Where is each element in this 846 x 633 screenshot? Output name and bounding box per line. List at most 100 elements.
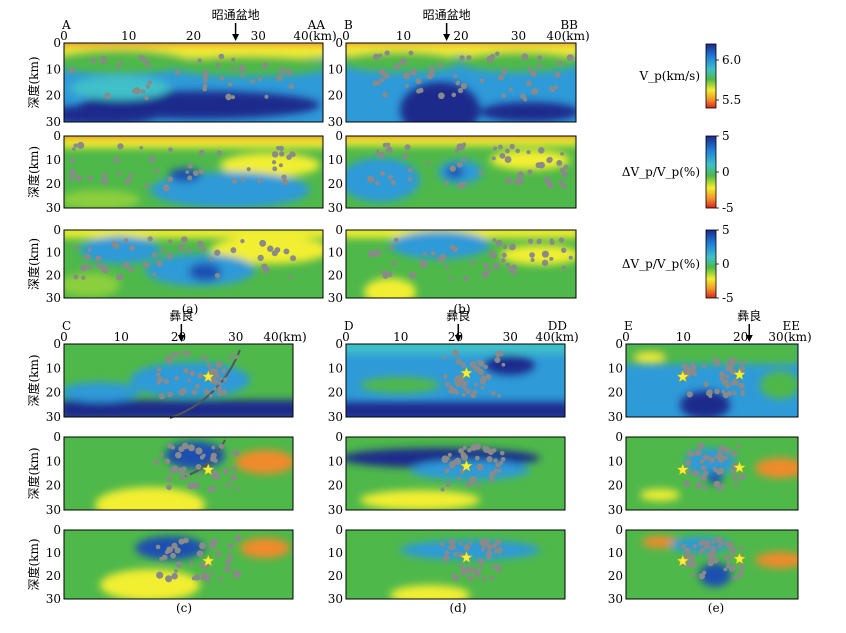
earthquake-dot	[491, 156, 496, 161]
depth-tick-label: 0	[335, 129, 343, 143]
earthquake-dot	[440, 541, 445, 547]
earthquake-dot	[501, 252, 507, 258]
x-tick-label-a: 20	[186, 29, 201, 43]
x-tick-label-e: 10	[676, 330, 691, 344]
earthquake-dot	[233, 574, 238, 579]
earthquake-dot	[453, 459, 457, 464]
earthquake-dot	[726, 560, 731, 565]
depth-tick-label: 20	[328, 268, 343, 282]
earthquake-dot	[438, 92, 445, 100]
earthquake-dot	[733, 575, 738, 581]
earthquake-dot	[183, 537, 189, 544]
earthquake-dot	[498, 468, 502, 473]
earthquake-dot	[537, 55, 543, 61]
profile-start-label-c: C	[62, 319, 71, 333]
x-tick-label-d: 0	[342, 330, 350, 344]
earthquake-dot	[166, 476, 172, 482]
x-tick-label-a: 10	[121, 29, 136, 43]
profile-end-label-b: BB	[560, 18, 578, 32]
earthquake-dot	[681, 543, 687, 549]
earthquake-dot	[231, 178, 237, 184]
earthquake-dot	[457, 87, 464, 94]
earthquake-dot	[185, 248, 191, 254]
earthquake-dot	[207, 486, 214, 493]
x-tick-label-e: 30(km)	[768, 330, 811, 344]
colorbar-label-1: V_p(km/s)	[638, 69, 700, 83]
earthquake-dot	[469, 480, 475, 486]
earthquake-dot	[171, 470, 176, 475]
earthquake-dot	[222, 468, 230, 475]
earthquake-dot	[95, 255, 102, 262]
x-tick-label-d: 20	[448, 330, 463, 344]
earthquake-dot	[139, 145, 144, 150]
earthquake-dot	[167, 391, 173, 398]
earthquake-dot	[448, 276, 453, 281]
earthquake-dot	[493, 146, 498, 151]
earthquake-dot	[472, 566, 478, 573]
x-tick-label-c: 30	[228, 330, 243, 344]
earthquake-dot	[457, 182, 465, 190]
earthquake-dot	[218, 53, 225, 60]
depth-tick-label: 20	[328, 479, 343, 493]
depth-tick-label: 0	[335, 337, 343, 351]
earthquake-dot	[717, 486, 723, 492]
earthquake-dot	[390, 180, 396, 186]
earthquake-dot	[462, 380, 468, 387]
earthquake-dot	[698, 573, 706, 580]
earthquake-dot	[74, 245, 79, 250]
earthquake-dot	[454, 148, 460, 153]
earthquake-dot	[122, 261, 130, 269]
earthquake-dot	[191, 576, 196, 581]
earthquake-dot	[497, 393, 501, 398]
earthquake-dot	[422, 251, 427, 256]
earthquake-dot	[102, 172, 108, 178]
earthquake-dot	[195, 464, 202, 470]
earthquake-dot	[705, 540, 711, 547]
earthquake-dot	[444, 264, 449, 269]
earthquake-dot	[729, 547, 737, 555]
epicenter-star	[733, 552, 746, 565]
earthquake-dot	[486, 55, 494, 63]
earthquake-dot	[231, 95, 236, 100]
earthquake-dot	[691, 572, 696, 577]
earthquake-dot	[722, 392, 729, 399]
earthquake-dot	[698, 550, 703, 555]
earthquake-dot	[444, 550, 450, 556]
earthquake-dot	[203, 78, 208, 84]
earthquake-dot	[261, 62, 269, 69]
earthquake-dot	[502, 244, 508, 250]
earthquake-dot	[462, 445, 467, 450]
earthquake-dot	[505, 148, 510, 154]
earthquake-dot	[272, 166, 278, 172]
earthquake-dot	[494, 564, 500, 569]
earthquake-dot	[470, 444, 478, 451]
earthquake-dot	[725, 365, 733, 372]
earthquake-dot	[231, 57, 236, 62]
earthquake-dot	[538, 147, 545, 154]
earthquake-dot	[517, 171, 525, 179]
earthquake-dot	[561, 184, 567, 190]
panel-b3	[345, 229, 577, 299]
earthquake-dot	[725, 362, 730, 367]
x-tick-label-c: 20	[171, 330, 186, 344]
earthquake-dot	[408, 271, 416, 279]
earthquake-dot	[230, 474, 238, 481]
earthquake-dot	[217, 385, 223, 391]
earthquake-dot	[498, 74, 505, 81]
earthquake-dot	[737, 573, 743, 579]
earthquake-dot	[178, 389, 185, 396]
earthquake-dot	[466, 55, 472, 61]
earthquake-dot	[407, 167, 413, 173]
earthquake-dot	[129, 245, 135, 251]
earthquake-dot	[558, 179, 565, 186]
place-arrowhead-b	[443, 34, 451, 41]
depth-tick-label: 30	[328, 291, 343, 305]
earthquake-dot	[695, 482, 703, 489]
depth-tick-label: 30	[46, 592, 61, 606]
panel-d3	[345, 529, 566, 600]
earthquake-dot	[467, 447, 472, 453]
earthquake-dot	[515, 148, 520, 154]
earthquake-dot	[458, 447, 464, 454]
earthquake-dot	[451, 349, 459, 357]
